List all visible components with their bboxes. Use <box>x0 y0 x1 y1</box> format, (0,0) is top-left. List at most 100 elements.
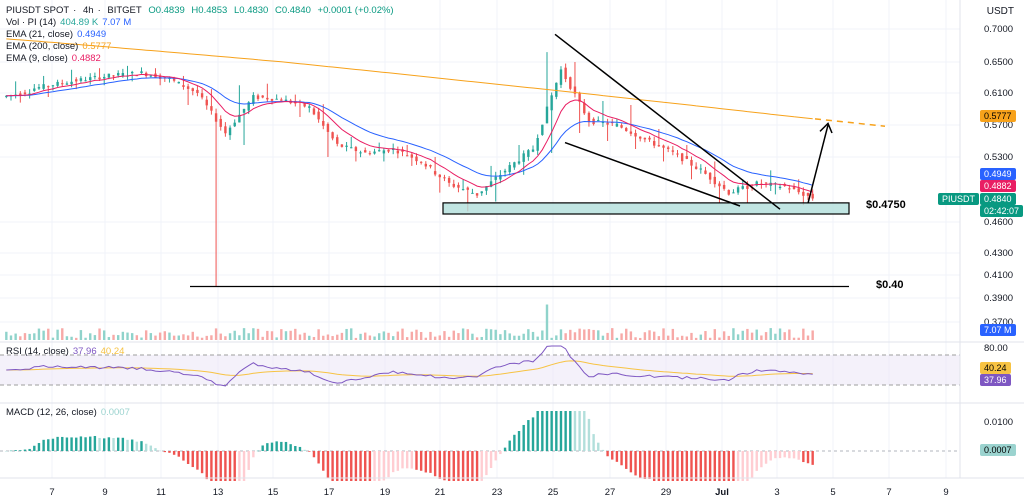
candle-body <box>424 163 428 167</box>
drawings[interactable] <box>190 33 850 288</box>
macd-bar <box>149 445 153 451</box>
ema200-legend: EMA (200, close) 0.5777 <box>6 41 112 52</box>
macd-bar <box>75 437 78 451</box>
volume-bar <box>746 328 749 340</box>
macd-bar <box>615 451 619 462</box>
macd-bar <box>797 451 800 460</box>
candle-body <box>741 186 744 189</box>
candle-body <box>480 191 483 194</box>
volume-bar <box>573 332 577 340</box>
volume-bar <box>116 335 120 340</box>
macd-bar <box>475 451 479 481</box>
candle-body <box>121 73 125 77</box>
y-tick-label: 0.5700 <box>984 120 1013 131</box>
candle-body <box>629 131 633 134</box>
volume-bar <box>98 328 101 340</box>
volume-bar <box>760 335 763 340</box>
volume-bar <box>452 330 455 340</box>
macd-bar <box>597 442 600 451</box>
volume-bar <box>354 337 358 340</box>
candle-body <box>149 75 153 77</box>
rsi-legend: RSI (14, close) 37.96 40.24 <box>6 346 125 357</box>
candle-body <box>140 71 143 74</box>
macd-bar <box>359 451 362 481</box>
candle-body <box>84 80 87 82</box>
candle-body <box>270 99 274 101</box>
macd-bar <box>322 451 325 471</box>
candle-body <box>51 85 55 87</box>
candle-body <box>634 132 637 137</box>
volume-bar <box>336 334 339 340</box>
volume-bar <box>266 330 269 340</box>
macd-bar <box>368 451 372 481</box>
ema21-tag: 0.4949 <box>980 168 1016 180</box>
macd-bar <box>410 451 414 469</box>
macd-bar <box>713 451 716 481</box>
macd-bar <box>247 451 250 470</box>
macd-bar <box>210 451 213 481</box>
volume-bar <box>727 335 730 340</box>
currency-label: USDT <box>986 6 1014 17</box>
macd-bar <box>51 438 55 451</box>
macd-bar <box>168 451 171 453</box>
macd-bar <box>424 451 428 473</box>
candle-body <box>620 125 623 128</box>
volume-bar <box>475 337 479 340</box>
macd-bar <box>340 451 344 481</box>
macd-bar <box>14 450 17 451</box>
volume-bar <box>522 333 525 340</box>
volume-bar <box>256 328 260 340</box>
macd-bar <box>718 451 721 481</box>
candle-body <box>345 145 348 147</box>
candle-body <box>680 153 684 162</box>
macd-bar <box>629 451 633 473</box>
candle-body <box>657 145 661 147</box>
volume-bar <box>494 329 497 340</box>
macd-bar <box>70 437 73 451</box>
volume-bar <box>722 331 726 340</box>
macd-bar <box>494 451 497 461</box>
macd-bar <box>140 441 143 451</box>
candle-body <box>503 170 507 173</box>
ema21-legend: EMA (21, close) 0.4949 <box>6 29 107 40</box>
macd-bar <box>350 451 353 481</box>
macd-bar <box>699 451 703 481</box>
candle-body <box>746 185 749 189</box>
rsi-tag: 37.96 <box>980 374 1011 386</box>
macd-bar <box>601 449 605 451</box>
macd-bar <box>89 436 92 451</box>
volume-bar <box>37 328 41 340</box>
candle-body <box>438 174 441 178</box>
volume-bar <box>168 332 171 340</box>
macd-bar <box>611 451 614 460</box>
ohlc-close: C0.4840 <box>274 5 311 16</box>
candle-body <box>517 161 521 164</box>
macd-bar <box>727 451 730 481</box>
candle-body <box>75 79 78 82</box>
macd-bar <box>79 436 83 451</box>
volume-bar <box>503 330 507 340</box>
volume-bar <box>205 335 208 340</box>
volume-bar <box>415 329 418 340</box>
candle-body <box>718 183 721 187</box>
volume-bar <box>750 332 754 340</box>
wedge-upper-line <box>554 33 781 210</box>
macd-bar <box>694 451 698 481</box>
candle-body <box>662 145 665 148</box>
macd-bar <box>461 451 465 481</box>
macd-bar <box>806 451 810 464</box>
volume-bar <box>704 331 707 340</box>
macd-bar <box>657 451 661 481</box>
volume-bar <box>569 329 572 340</box>
macd-bar <box>214 451 218 481</box>
macd-bar <box>233 451 236 481</box>
volume-bar <box>611 328 614 340</box>
macd-bar <box>308 451 311 452</box>
volume-bar <box>5 331 8 340</box>
volume-bar <box>587 329 591 340</box>
macd-bar <box>685 451 689 481</box>
macd-bar <box>280 441 283 451</box>
volume-bar <box>214 328 218 340</box>
volume-bar <box>410 331 414 340</box>
